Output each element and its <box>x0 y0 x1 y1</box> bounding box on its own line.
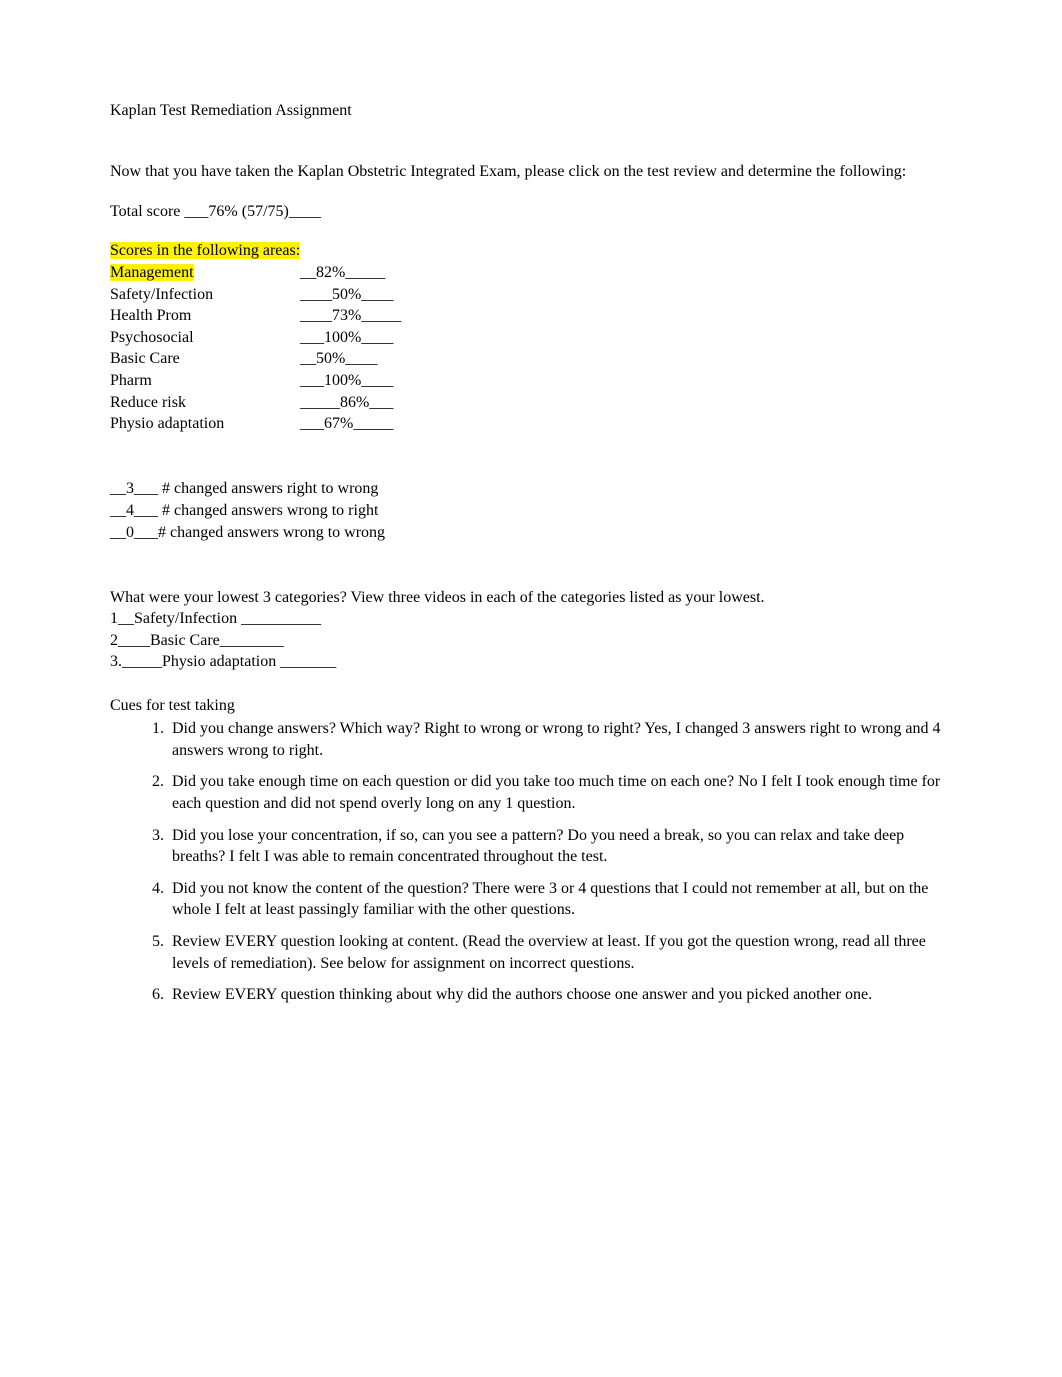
scores-section: Scores in the following areas: Managemen… <box>110 240 952 434</box>
score-label: Psychosocial <box>110 327 300 349</box>
list-item: Did you take enough time on each questio… <box>168 771 952 814</box>
score-label: Pharm <box>110 370 300 392</box>
table-row: Physio adaptation ___67%_____ <box>110 413 401 435</box>
lowest-item: 2____Basic Care________ <box>110 630 952 652</box>
score-value: __82%_____ <box>300 262 401 284</box>
score-label: Basic Care <box>110 348 300 370</box>
score-label: Health Prom <box>110 305 300 327</box>
table-row: Safety/Infection ____50%____ <box>110 284 401 306</box>
score-label: Safety/Infection <box>110 284 300 306</box>
table-row: Reduce risk _____86%___ <box>110 392 401 414</box>
scores-heading: Scores in the following areas: <box>110 242 300 259</box>
page-title: Kaplan Test Remediation Assignment <box>110 100 952 122</box>
list-item: Review EVERY question thinking about why… <box>168 984 952 1006</box>
total-score: Total score ___76% (57/75)____ <box>110 201 952 223</box>
changed-line: __4___ # changed answers wrong to right <box>110 500 952 522</box>
score-value: ____50%____ <box>300 284 401 306</box>
table-row: Psychosocial ___100%____ <box>110 327 401 349</box>
score-label: Reduce risk <box>110 392 300 414</box>
changed-line: __3___ # changed answers right to wrong <box>110 478 952 500</box>
score-label: Management <box>110 264 194 281</box>
table-row: Health Prom ____73%_____ <box>110 305 401 327</box>
score-value: ____73%_____ <box>300 305 401 327</box>
list-item: Did you change answers? Which way? Right… <box>168 718 952 761</box>
score-value: ___100%____ <box>300 327 401 349</box>
lowest-categories-block: What were your lowest 3 categories? View… <box>110 587 952 673</box>
list-item: Did you not know the content of the ques… <box>168 878 952 921</box>
table-row: Pharm ___100%____ <box>110 370 401 392</box>
lowest-q: What were your lowest 3 categories? View… <box>110 587 952 609</box>
score-value: ___100%____ <box>300 370 401 392</box>
scores-table: Management __82%_____ Safety/Infection _… <box>110 262 401 435</box>
score-value: __50%____ <box>300 348 401 370</box>
score-value: ___67%_____ <box>300 413 401 435</box>
score-label: Physio adaptation <box>110 413 300 435</box>
table-row: Basic Care __50%____ <box>110 348 401 370</box>
cues-heading: Cues for test taking <box>110 695 952 717</box>
table-row: Management __82%_____ <box>110 262 401 284</box>
score-value: _____86%___ <box>300 392 401 414</box>
changed-line: __0___# changed answers wrong to wrong <box>110 522 952 544</box>
cues-list: Did you change answers? Which way? Right… <box>110 718 952 1006</box>
intro-text: Now that you have taken the Kaplan Obste… <box>110 161 952 183</box>
list-item: Review EVERY question looking at content… <box>168 931 952 974</box>
changed-answers-block: __3___ # changed answers right to wrong … <box>110 478 952 543</box>
lowest-item: 3._____Physio adaptation _______ <box>110 651 952 673</box>
list-item: Did you lose your concentration, if so, … <box>168 825 952 868</box>
lowest-item: 1__Safety/Infection __________ <box>110 608 952 630</box>
